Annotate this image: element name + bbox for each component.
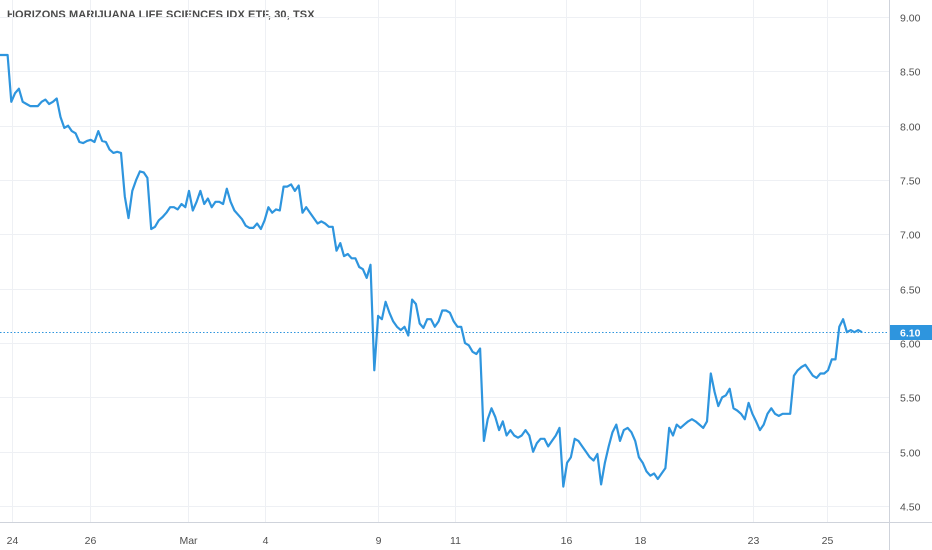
last-price-marker: 6.10	[0, 325, 932, 340]
price-axis[interactable]: 9.00 8.50 8.00 7.50 7.00 6.50 6.00 5.50 5.00 4.50	[900, 13, 921, 514]
y-tick-label: 9.00	[900, 13, 921, 25]
x-tick-label: 26	[85, 535, 97, 547]
y-tick-label: 8.00	[900, 122, 921, 134]
y-tick-label: 4.50	[900, 502, 921, 514]
y-tick-label: 8.50	[900, 67, 921, 79]
y-tick-label: 6.50	[900, 285, 921, 297]
x-tick-label: 16	[561, 535, 573, 547]
x-tick-label: 4	[263, 535, 269, 547]
x-tick-label: 24	[7, 535, 19, 547]
y-tick-label: 7.50	[900, 176, 921, 188]
x-tick-label: 11	[450, 535, 461, 547]
y-tick-label: 7.00	[900, 230, 921, 242]
x-tick-label: 18	[635, 535, 647, 547]
grid	[0, 0, 889, 522]
last-price-badge	[890, 325, 932, 340]
price-series-line	[0, 53, 863, 488]
time-axis[interactable]: 24 26 Mar 4 9 11 16 18 23 25	[7, 535, 834, 547]
y-tick-label: 6.00	[900, 339, 921, 351]
x-tick-label: 23	[748, 535, 760, 547]
last-price-label: 6.10	[900, 328, 921, 340]
x-tick-label: 25	[822, 535, 834, 547]
x-tick-label: Mar	[179, 535, 198, 547]
x-tick-label: 9	[376, 535, 382, 547]
y-tick-label: 5.00	[900, 448, 921, 460]
y-tick-label: 5.50	[900, 393, 921, 405]
series-layer	[0, 53, 863, 488]
